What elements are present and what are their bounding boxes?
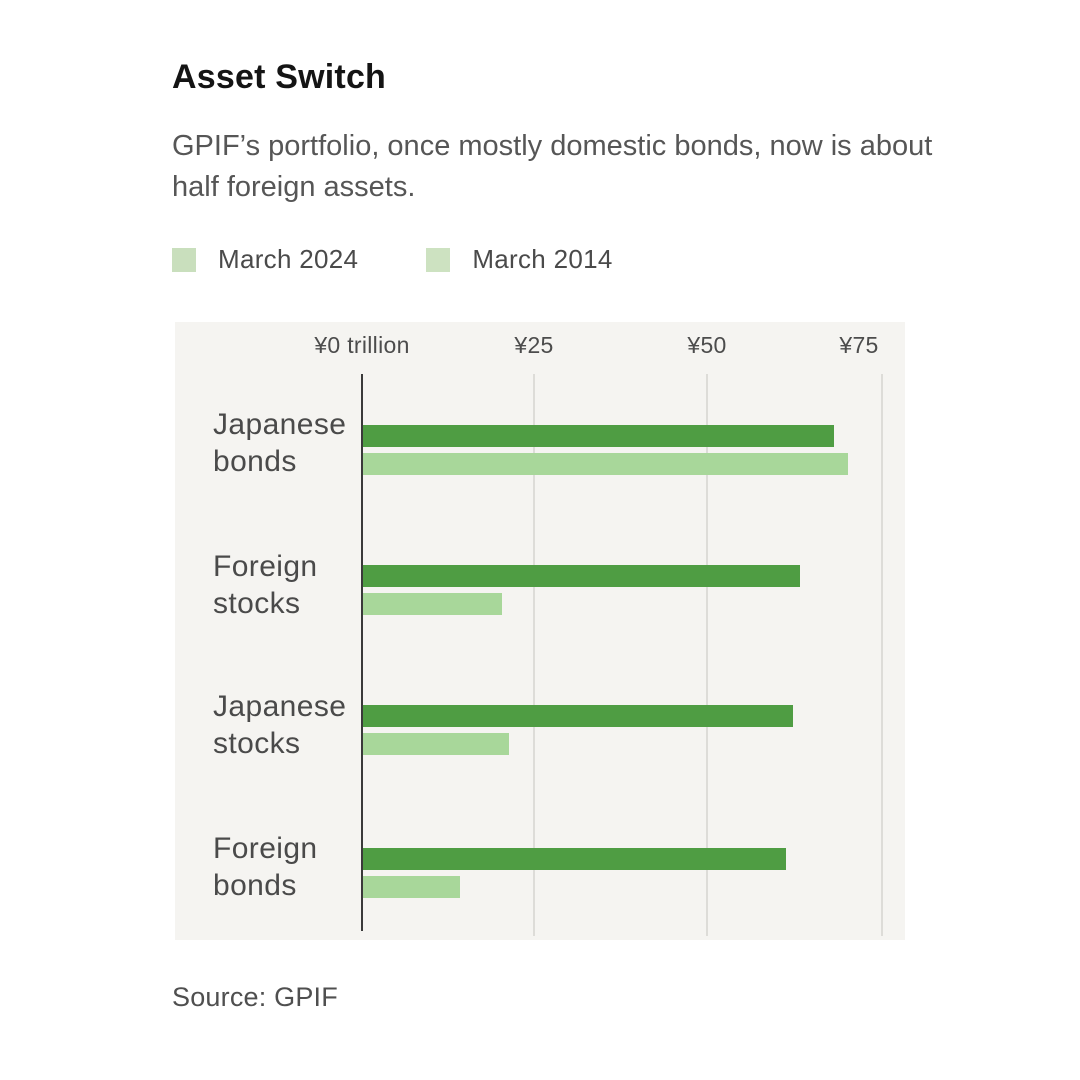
- x-axis-tick-50: ¥50: [687, 332, 727, 358]
- category-label-foreign-stocks: Foreign stocks: [213, 550, 318, 620]
- x-axis-tick-75: ¥75: [839, 332, 879, 358]
- legend-item-march-2024: March 2024: [172, 244, 358, 275]
- category-label-japanese-bonds: Japanese bonds: [213, 408, 347, 478]
- legend-label-2014: March 2014: [472, 244, 613, 274]
- source-note: Source: GPIF: [172, 982, 338, 1012]
- bar-foreign-stocks-2014: [363, 593, 502, 615]
- bar-chart: ¥0 trillion ¥25 ¥50 ¥75 Japanese bonds F…: [175, 322, 905, 940]
- category-label-foreign-bonds: Foreign bonds: [213, 832, 318, 902]
- bar-foreign-bonds-2024: [363, 848, 786, 870]
- legend-swatch-2014: [426, 247, 451, 272]
- gridline-75: [881, 374, 883, 936]
- chart-title: Asset Switch: [172, 58, 387, 96]
- bar-japanese-stocks-2014: [363, 733, 509, 755]
- bar-foreign-bonds-2014: [363, 876, 460, 898]
- x-axis-tick-0: ¥0 trillion: [314, 332, 410, 358]
- chart-subtitle: GPIF’s portfolio, once mostly domestic b…: [172, 130, 933, 203]
- bar-japanese-bonds-2014: [363, 453, 848, 475]
- bar-foreign-stocks-2024: [363, 565, 800, 587]
- gridline-25: [533, 374, 535, 936]
- gridline-50: [706, 374, 708, 936]
- legend: March 2024 March 2014: [172, 244, 613, 275]
- y-axis-line: [361, 374, 363, 931]
- bar-japanese-stocks-2024: [363, 705, 793, 727]
- category-label-japanese-stocks: Japanese stocks: [213, 690, 347, 760]
- legend-item-march-2014: March 2014: [426, 244, 612, 275]
- legend-swatch-2024: [172, 247, 196, 272]
- bar-japanese-bonds-2024: [363, 425, 834, 447]
- legend-label-2024: March 2024: [218, 244, 359, 274]
- x-axis-tick-25: ¥25: [514, 332, 554, 358]
